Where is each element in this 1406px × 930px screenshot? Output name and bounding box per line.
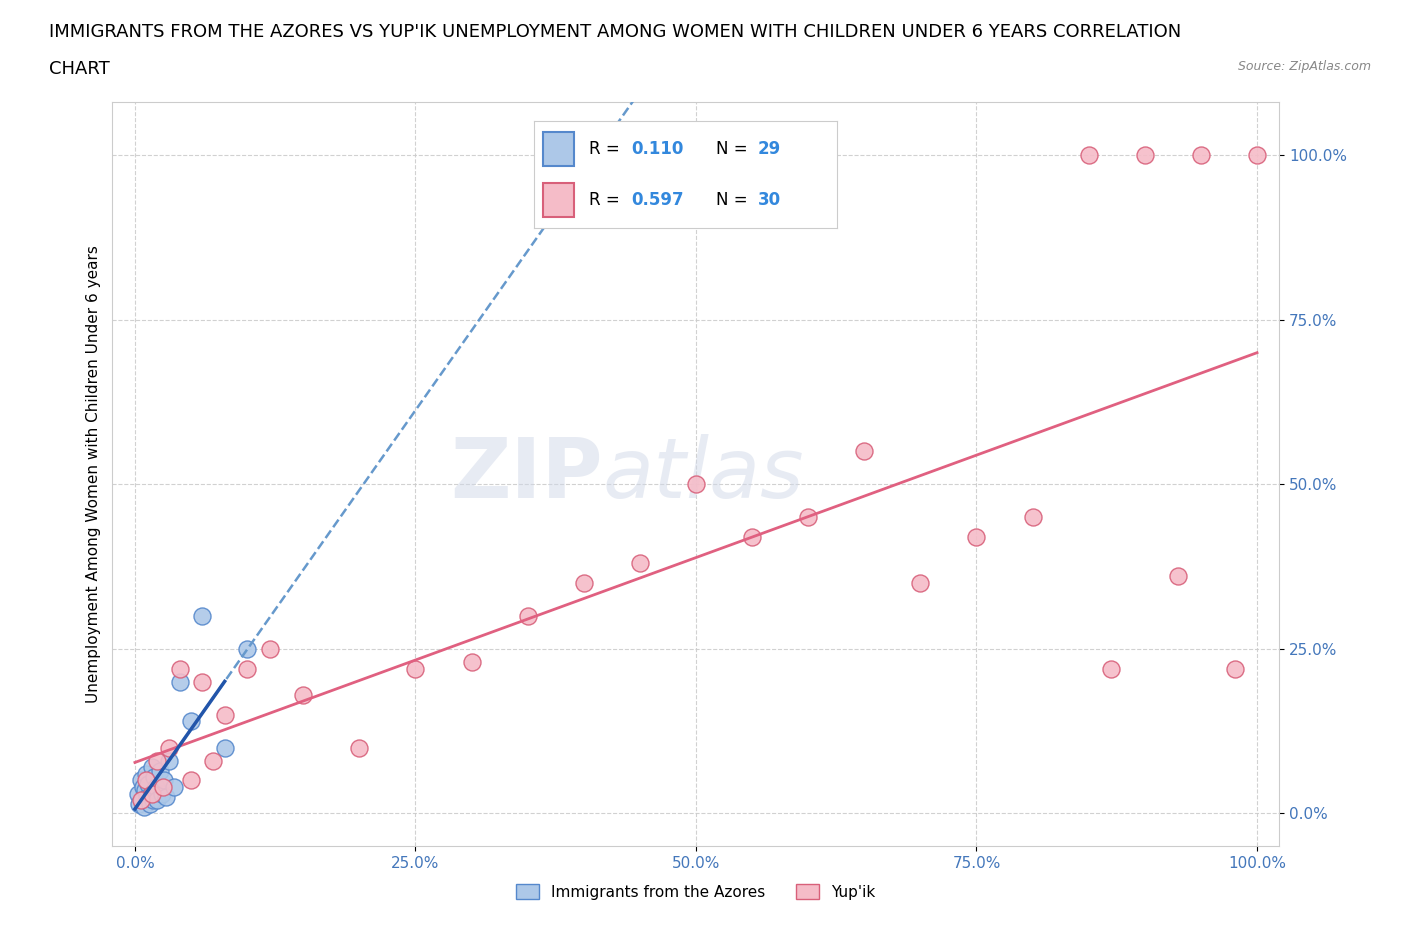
Point <box>349 740 371 755</box>
Point <box>214 707 236 722</box>
Point <box>797 510 820 525</box>
Point <box>1223 661 1246 676</box>
Point <box>628 556 651 571</box>
Text: ZIP: ZIP <box>450 433 603 515</box>
Point <box>516 608 538 623</box>
Point <box>214 740 236 755</box>
Text: N =: N = <box>716 191 752 209</box>
Text: 0.110: 0.110 <box>631 140 683 158</box>
Point <box>202 753 225 768</box>
Text: IMMIGRANTS FROM THE AZORES VS YUP'IK UNEMPLOYMENT AMONG WOMEN WITH CHILDREN UNDE: IMMIGRANTS FROM THE AZORES VS YUP'IK UNE… <box>49 23 1181 41</box>
Point <box>136 790 159 804</box>
Point <box>169 661 191 676</box>
Text: R =: R = <box>589 140 624 158</box>
Point <box>145 779 167 794</box>
Point <box>966 529 988 544</box>
Text: atlas: atlas <box>603 433 804 515</box>
Point <box>155 790 177 804</box>
Text: 0.597: 0.597 <box>631 191 683 209</box>
Point <box>135 766 157 781</box>
Point <box>142 792 165 807</box>
Point <box>1189 148 1212 163</box>
Point <box>460 655 482 670</box>
Point <box>131 792 153 807</box>
Point <box>236 661 259 676</box>
Text: Source: ZipAtlas.com: Source: ZipAtlas.com <box>1237 60 1371 73</box>
Point <box>139 786 162 801</box>
Y-axis label: Unemployment Among Women with Children Under 6 years: Unemployment Among Women with Children U… <box>86 246 101 703</box>
Point <box>132 800 155 815</box>
Point <box>132 779 155 794</box>
Point <box>129 773 152 788</box>
Point <box>236 642 259 657</box>
FancyBboxPatch shape <box>543 132 574 166</box>
Point <box>150 786 173 801</box>
Point <box>1133 148 1156 163</box>
Point <box>146 753 169 768</box>
Point <box>741 529 763 544</box>
Point <box>1167 569 1189 584</box>
Point <box>141 760 163 775</box>
Legend: Immigrants from the Azores, Yup'ik: Immigrants from the Azores, Yup'ik <box>510 877 882 906</box>
Point <box>292 687 315 702</box>
Point <box>259 642 281 657</box>
Point <box>1077 148 1099 163</box>
Point <box>146 792 169 807</box>
Point <box>157 753 180 768</box>
Point <box>169 674 191 689</box>
Point <box>191 608 214 623</box>
Point <box>180 773 202 788</box>
Point <box>853 444 876 458</box>
Point <box>910 576 932 591</box>
Point <box>138 777 160 791</box>
Point <box>138 796 160 811</box>
Point <box>127 786 149 801</box>
Text: CHART: CHART <box>49 60 110 78</box>
Point <box>143 770 166 785</box>
Point <box>572 576 595 591</box>
Point <box>157 740 180 755</box>
Point <box>134 783 156 798</box>
Point <box>191 674 214 689</box>
Point <box>149 764 172 778</box>
Point <box>1246 148 1268 163</box>
Text: R =: R = <box>589 191 624 209</box>
Point <box>1021 510 1043 525</box>
Point <box>143 783 166 798</box>
FancyBboxPatch shape <box>543 183 574 218</box>
Point <box>404 661 426 676</box>
Text: N =: N = <box>716 140 752 158</box>
Text: 30: 30 <box>758 191 782 209</box>
Point <box>153 773 176 788</box>
Point <box>129 792 152 807</box>
Point <box>1099 661 1122 676</box>
Text: 29: 29 <box>758 140 782 158</box>
Point <box>685 477 707 492</box>
Point <box>135 773 157 788</box>
Point <box>180 713 202 728</box>
Point <box>128 796 150 811</box>
Point <box>152 779 174 794</box>
Point <box>141 786 163 801</box>
Point <box>163 779 186 794</box>
